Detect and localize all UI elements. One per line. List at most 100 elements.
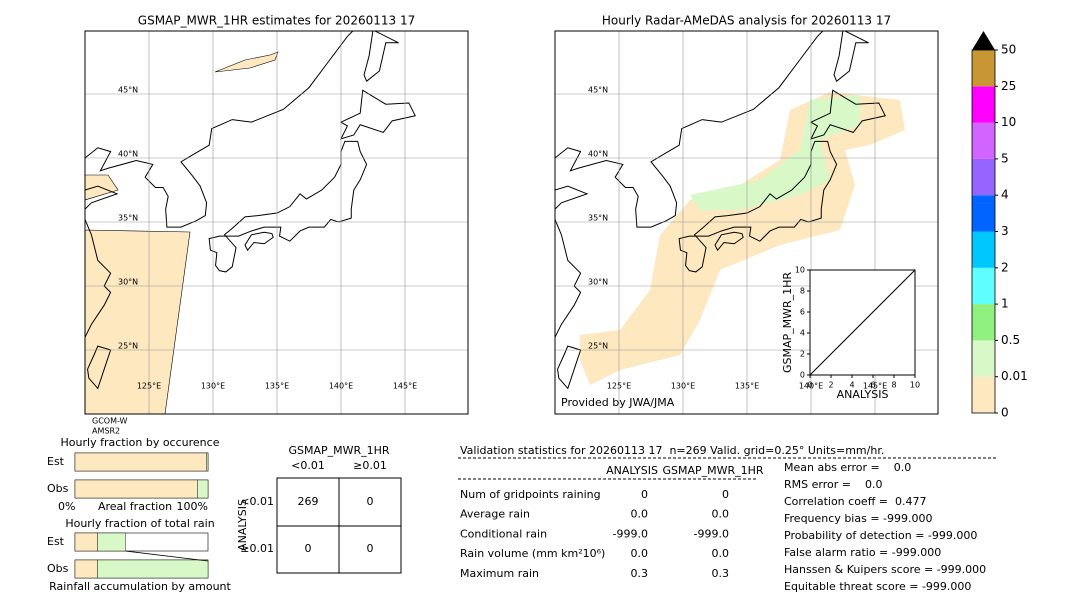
score: Equitable threat score = -999.000 <box>784 580 971 593</box>
lat-label: 40°N <box>118 150 138 159</box>
coastline <box>223 140 368 242</box>
y-tick-label: 4 <box>800 329 805 338</box>
rain-area <box>85 229 191 414</box>
lat-label: 45°N <box>588 86 608 95</box>
stat-label: Maximum rain <box>460 567 539 580</box>
credit: Provided by JWA/JMA <box>561 396 675 409</box>
colorbar-label: 0 <box>1001 406 1009 420</box>
axis-label: 100% <box>177 500 208 513</box>
column-header: <0.01 <box>291 459 325 472</box>
stat-label: Rain volume (mm km²10⁶) <box>460 547 605 560</box>
y-tick-label: 8 <box>800 287 805 296</box>
x-tick-label: 8 <box>891 381 896 390</box>
stat-value: 0.0 <box>712 547 730 560</box>
colorbar-label: 10 <box>1001 115 1016 129</box>
score: Hanssen & Kuipers score = -999.000 <box>784 563 986 576</box>
rain-area <box>214 51 279 73</box>
fraction-bar <box>197 479 209 499</box>
stats-header: Validation statistics for 20260113 17 n=… <box>460 444 884 457</box>
score: RMS error = 0.0 <box>784 478 882 491</box>
colorbar-label: 2 <box>1001 260 1009 274</box>
lon-label: 130°E <box>201 382 225 391</box>
score: False alarm ratio = -999.000 <box>784 546 941 559</box>
coastline <box>678 235 707 273</box>
lat-label: 25°N <box>588 342 608 351</box>
x-tick-label: 4 <box>849 381 854 390</box>
x-tick-label: 10 <box>910 381 920 390</box>
score: Mean abs error = 0.0 <box>784 461 911 474</box>
coastline <box>833 31 869 83</box>
lat-label: 40°N <box>588 150 608 159</box>
colorbar-segment <box>972 50 995 87</box>
coastline <box>244 231 274 252</box>
colorbar-label: 0.01 <box>1001 369 1028 383</box>
lat-label: 35°N <box>118 214 138 223</box>
fraction-bar <box>97 559 209 579</box>
lon-label: 140°E <box>329 382 353 391</box>
stat-value: 0.0 <box>631 547 649 560</box>
x-tick-label: 2 <box>828 381 833 390</box>
colorbar-extend <box>972 31 995 50</box>
row-title: ANALYSIS <box>236 499 249 551</box>
coastline <box>208 235 237 273</box>
axis-label: 0% <box>58 500 75 513</box>
y-axis-label: GSMAP_MWR_1HR <box>781 272 794 373</box>
fraction-bar <box>74 452 207 472</box>
lon-label: 135°E <box>735 382 759 391</box>
colorbar-label: 0.5 <box>1001 333 1020 347</box>
satellite-note: GCOM-W <box>92 417 128 426</box>
coastline <box>339 89 416 140</box>
row-header: <0.01 <box>240 495 274 508</box>
lon-label: 145°E <box>393 382 417 391</box>
lon-label: 140°E <box>799 382 823 391</box>
colorbar-segment <box>972 340 995 377</box>
stat-value: 0.0 <box>712 508 730 521</box>
rain-area <box>690 95 860 210</box>
connector <box>125 550 209 562</box>
lon-label: 130°E <box>671 382 695 391</box>
coastline <box>85 185 119 210</box>
colorbar-label: 50 <box>1001 43 1016 57</box>
lat-label: 45°N <box>118 86 138 95</box>
coastline <box>693 140 838 242</box>
lat-label: 35°N <box>588 214 608 223</box>
map-body <box>85 31 468 414</box>
axis-label: Areal fraction <box>98 500 172 513</box>
coastline <box>85 31 354 228</box>
table-cell: 0 <box>367 542 374 555</box>
x-tick-label: 6 <box>870 381 875 390</box>
lon-label: 135°E <box>265 382 289 391</box>
colorbar-segment <box>972 86 995 123</box>
table-cell: 0 <box>367 495 374 508</box>
caption: Rainfall accumulation by amount <box>49 580 231 593</box>
map-frame <box>554 30 939 415</box>
coastline <box>714 231 744 252</box>
coastline <box>87 345 112 390</box>
stat-value: 0.3 <box>712 567 730 580</box>
coastline <box>557 345 582 390</box>
y-tick-label: 0 <box>800 371 805 380</box>
lon-label: 125°E <box>137 382 161 391</box>
score: Correlation coeff = 0.477 <box>784 495 926 508</box>
map-frame <box>84 30 469 415</box>
satellite-note: AMSR2 <box>92 427 120 436</box>
row-label: Est <box>47 535 65 548</box>
colorbar-label: 4 <box>1001 188 1009 202</box>
map-title: GSMAP_MWR_1HR estimates for 20260113 17 <box>138 14 415 28</box>
stat-label: Num of gridpoints raining <box>460 488 601 501</box>
fraction-bar <box>74 532 98 552</box>
table-title: GSMAP_MWR_1HR <box>288 444 389 457</box>
column-header: GSMAP_MWR_1HR <box>662 464 763 477</box>
map <box>84 30 469 415</box>
fraction-bar <box>206 452 209 472</box>
colorbar-label: 25 <box>1001 79 1016 93</box>
y-tick-label: 10 <box>795 266 805 275</box>
x-axis-label: ANALYSIS <box>837 388 889 401</box>
row-header: ≥0.01 <box>240 542 274 555</box>
stat-value: 0 <box>722 488 729 501</box>
fraction-bar <box>97 532 126 552</box>
colorbar-segment <box>972 122 995 159</box>
colorbar-segment <box>972 158 995 196</box>
lat-label: 30°N <box>118 278 138 287</box>
